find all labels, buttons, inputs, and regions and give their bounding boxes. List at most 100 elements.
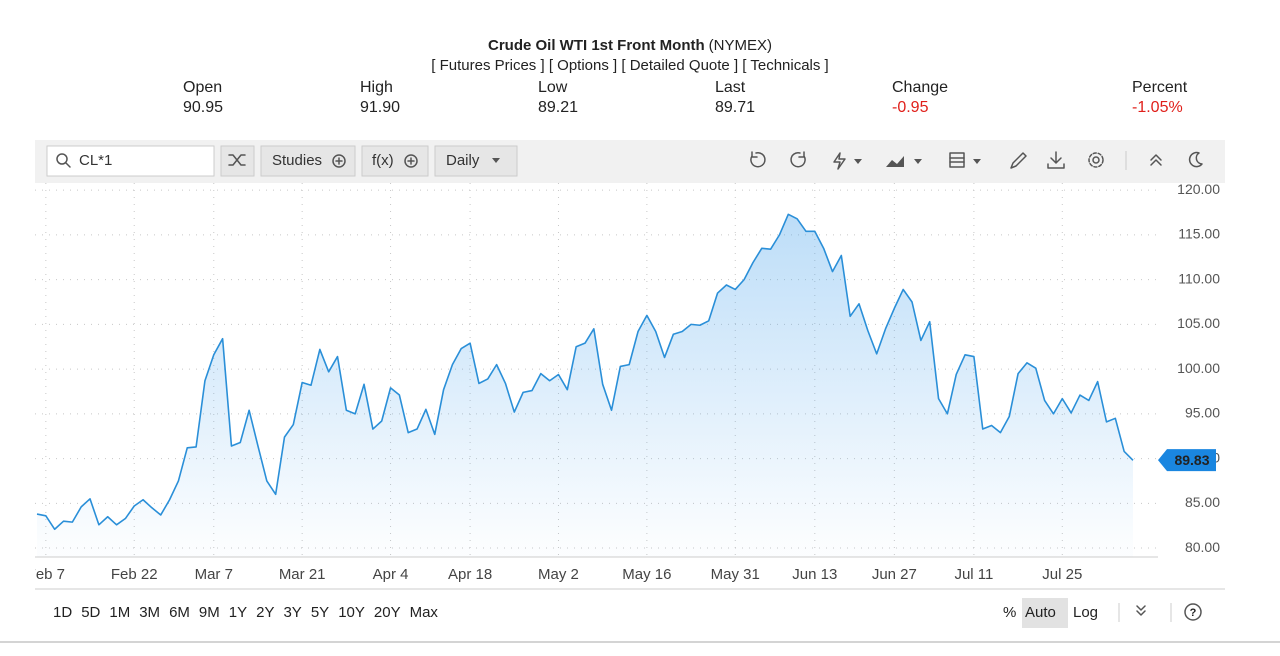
quote-label: Last [715,79,746,96]
y-tick-label: 85.00 [1185,494,1220,510]
interval-button[interactable] [434,145,518,177]
quote-label: Change [892,79,948,96]
scale-option[interactable]: % [1003,604,1016,621]
y-tick-label: 95.00 [1185,405,1220,421]
help-icon: ? [1190,607,1197,619]
x-tick-label: May 16 [622,566,671,583]
range-button[interactable]: 20Y [374,604,401,621]
exchange: (NYMEX) [709,37,772,54]
quote-value: 89.71 [715,99,755,116]
x-tick-label: Jun 27 [872,566,917,583]
links: [ Futures Prices ] [ Options ] [ Detaile… [431,57,828,74]
interval: Daily [446,152,480,169]
search-icon [56,153,68,165]
dropdown-arrow [492,158,500,163]
y-tick-label: 100.00 [1177,360,1220,376]
chart: 80.0085.0090.0095.00100.00105.00110.0011… [27,181,1220,583]
range-button[interactable]: 1Y [229,604,247,621]
link[interactable]: [ Detailed Quote ] [621,57,738,74]
y-tick-label: 80.00 [1185,539,1220,555]
range-button[interactable]: 1M [109,604,130,621]
range-button[interactable]: Max [410,604,439,621]
link[interactable]: [ Options ] [549,57,617,74]
redo-icon[interactable] [790,151,806,168]
price-line [36,213,1134,531]
x-tick-label: Mar 7 [195,566,233,583]
x-tick-label: Apr 18 [448,566,492,583]
x-tick-label: May 31 [711,566,760,583]
y-tick-label: 110.00 [1178,270,1220,286]
plus-icon [404,154,418,168]
range-button[interactable]: 1D [53,604,72,621]
quote-label: Percent [1132,79,1188,96]
range-button[interactable]: 6M [169,604,190,621]
quote-value: -0.95 [892,99,929,116]
x-tick-label: Mar 21 [279,566,326,583]
last-price-label: 89.83 [1174,452,1209,468]
range-bar: 1D 5D 1M 3M 6M 9M 1Y 2Y 3Y 5Y 10Y 20Y Max% Auto Log [53,598,1098,628]
dropdown-arrow [973,159,981,164]
area-fill [37,214,1133,557]
layout-icon [949,157,965,163]
quote-value: 91.90 [360,99,400,116]
quote-value: 89.21 [538,99,578,116]
fx: f(x) [372,152,394,169]
x-tick-label: Feb 22 [111,566,158,583]
x-tick-label: Feb 7 [27,566,65,583]
chart-type-icon[interactable] [886,156,904,167]
undo-icon[interactable] [750,151,766,168]
layout-icon[interactable] [949,152,965,168]
title: Crude Oil WTI 1st Front Month [488,37,705,54]
help-icon[interactable] [1184,603,1202,621]
collapse-icon[interactable] [1150,154,1162,166]
quote-value: 90.95 [183,99,223,116]
x-labels: Feb 7 Feb 22 Mar 7 Mar 21 Apr 4 Apr 18 May 2 Ma… [27,566,1082,583]
range-button[interactable]: 9M [199,604,220,621]
y-tick-label: 115.00 [1178,226,1220,242]
plus-icon [335,157,343,165]
x-tick-label: Jul 11 [954,566,993,583]
dropdown-arrow [854,159,862,164]
shuffle-icon [228,154,246,166]
range-button[interactable]: 5Y [311,604,329,621]
scale-option[interactable]: Auto [1025,604,1056,621]
settings-icon [1088,152,1104,168]
plus-icon [407,157,415,165]
quote-label: Open [183,79,222,96]
draw-icon[interactable] [1010,152,1027,169]
quote-label: Low [538,79,568,96]
quote-row: Open 90.95 High 91.90 Low 89.21 Last 89.71 Chang… [183,79,1188,116]
range-button[interactable]: 2Y [256,604,274,621]
active-scale [1022,598,1068,628]
last-price-tag [1158,449,1216,472]
range-button[interactable]: 10Y [338,604,365,621]
y-tick-label: 120.00 [1177,181,1220,197]
events-icon[interactable] [833,152,846,170]
range-button[interactable]: 3Y [283,604,301,621]
quote-value: -1.05% [1132,99,1183,116]
x-tick-label: Jul 25 [1042,566,1082,583]
link[interactable]: [ Futures Prices ] [431,57,544,74]
quote-label: High [360,79,393,96]
dropdown-arrow [914,159,922,164]
x-tick-label: May 2 [538,566,579,583]
range-button[interactable]: 3M [139,604,160,621]
tool-icons [750,151,1203,170]
instrument-title: Crude Oil WTI 1st Front Month (NYMEX) [488,37,772,54]
settings-icon[interactable] [1092,156,1100,164]
search-icon [65,162,71,168]
download-icon[interactable] [1047,151,1065,169]
symbol-search[interactable] [46,145,215,177]
plus-icon [332,154,346,168]
link[interactable]: [ Technicals ] [742,57,828,74]
y-tick-label: 105.00 [1177,315,1220,331]
range-button[interactable]: 5D [81,604,100,621]
scale-option[interactable]: Log [1073,604,1098,621]
studies: Studies [272,152,322,169]
symbol: CL*1 [79,152,112,169]
x-tick-label: Jun 13 [792,566,837,583]
x-tick-label: Apr 4 [373,566,409,583]
expand-icon[interactable] [1136,605,1146,616]
theme-icon[interactable] [1188,151,1203,168]
